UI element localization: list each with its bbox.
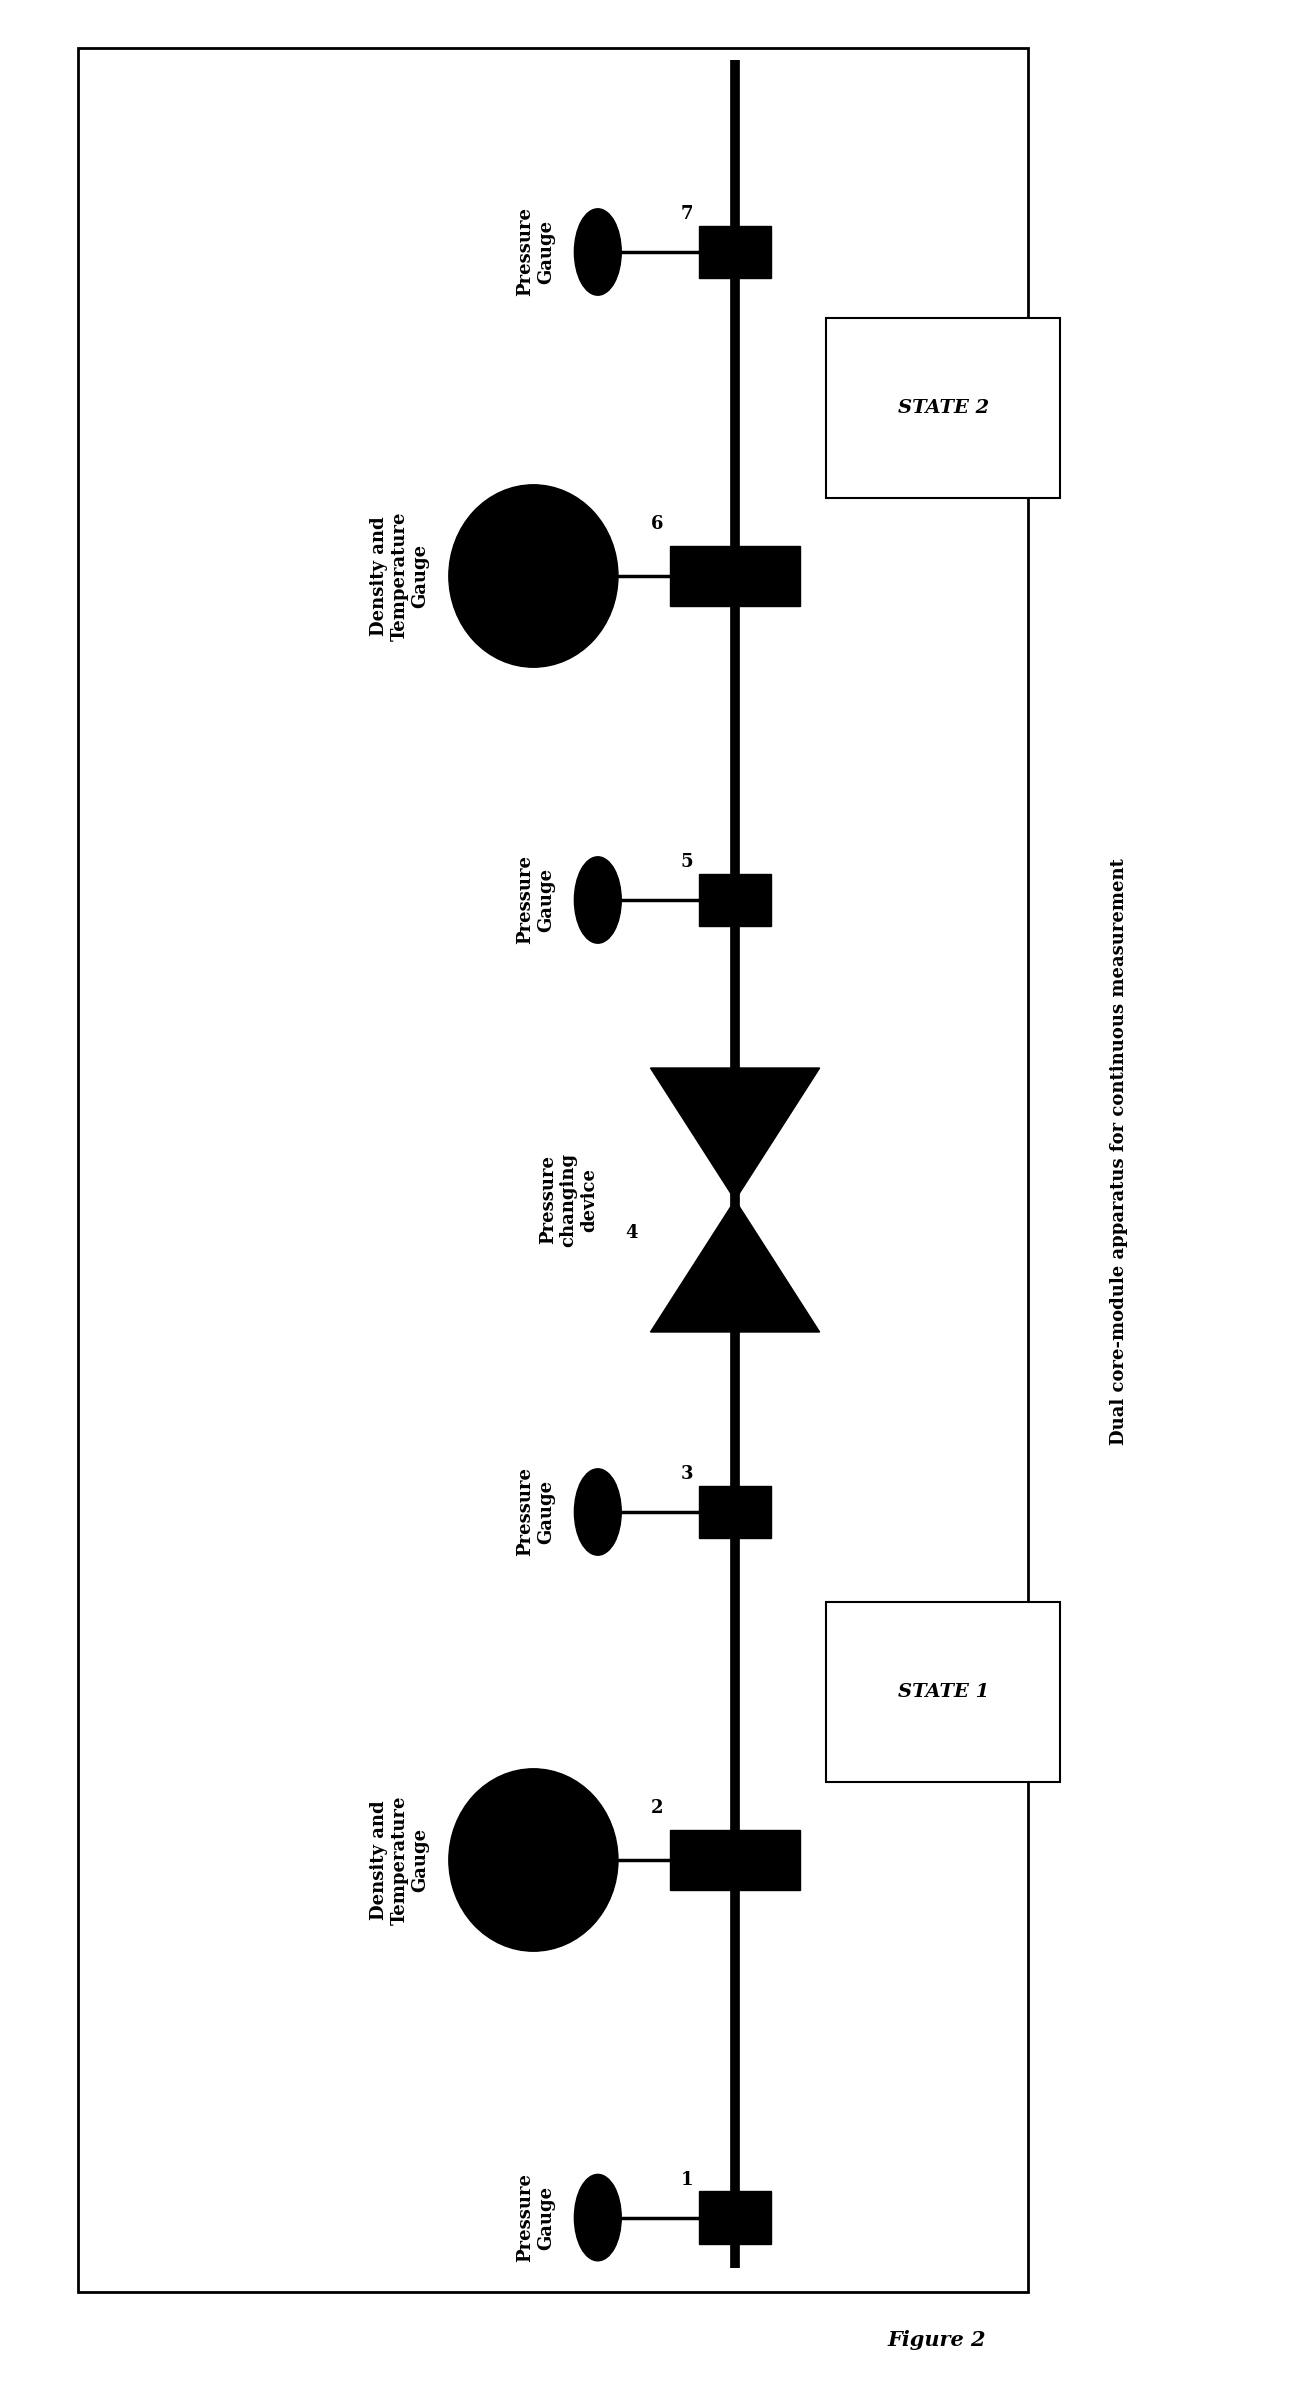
Circle shape bbox=[574, 2174, 622, 2261]
Text: Pressure
Gauge: Pressure Gauge bbox=[516, 854, 554, 946]
Text: Pressure
Gauge: Pressure Gauge bbox=[516, 1466, 554, 1558]
Ellipse shape bbox=[449, 1769, 618, 1951]
Circle shape bbox=[574, 209, 622, 295]
Text: 5: 5 bbox=[680, 852, 692, 871]
Text: 3: 3 bbox=[680, 1464, 692, 1483]
Bar bbox=[826, 317, 1060, 497]
Bar bbox=[826, 1603, 1060, 1781]
Text: 1: 1 bbox=[680, 2170, 692, 2189]
Text: Figure 2: Figure 2 bbox=[887, 2330, 986, 2350]
Polygon shape bbox=[650, 1200, 820, 1332]
Bar bbox=[700, 226, 770, 278]
Text: Pressure
Gauge: Pressure Gauge bbox=[516, 206, 554, 298]
Bar bbox=[700, 2191, 770, 2244]
Text: Pressure
changing
device: Pressure changing device bbox=[539, 1152, 598, 1248]
Bar bbox=[670, 1829, 800, 1891]
Text: Dual core-module apparatus for continuous measurement: Dual core-module apparatus for continuou… bbox=[1110, 859, 1128, 1445]
Circle shape bbox=[574, 857, 622, 943]
Text: STATE 1: STATE 1 bbox=[898, 1682, 989, 1702]
Bar bbox=[670, 545, 800, 605]
Text: Density and
Temperature
Gauge: Density and Temperature Gauge bbox=[369, 1795, 429, 1925]
Bar bbox=[78, 48, 1028, 2292]
Text: 6: 6 bbox=[650, 514, 664, 533]
Text: 2: 2 bbox=[650, 1800, 664, 1817]
Bar bbox=[700, 1486, 770, 1538]
Text: Density and
Temperature
Gauge: Density and Temperature Gauge bbox=[369, 511, 429, 641]
Text: STATE 2: STATE 2 bbox=[898, 398, 989, 418]
Text: Pressure
Gauge: Pressure Gauge bbox=[516, 2172, 554, 2263]
Ellipse shape bbox=[449, 485, 618, 667]
Bar bbox=[700, 874, 770, 926]
Polygon shape bbox=[650, 1068, 820, 1200]
Text: 4: 4 bbox=[624, 1224, 637, 1243]
Text: 7: 7 bbox=[680, 204, 692, 223]
Circle shape bbox=[574, 1469, 622, 1555]
